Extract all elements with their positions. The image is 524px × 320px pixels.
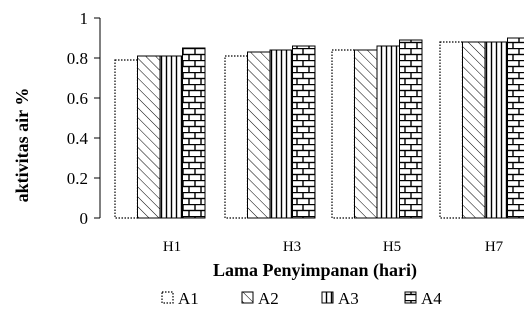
legend-swatch-a1	[161, 291, 174, 304]
x-tick-label: H7	[485, 239, 504, 255]
y-axis-ticks: 0 0.2 0.4 0.6 0.8 1	[67, 9, 100, 228]
bar-a1-h7	[439, 41, 464, 219]
y-tick-label: 0.8	[67, 49, 88, 68]
legend: A1 A2 A3 A4	[161, 289, 442, 308]
legend-label-a2: A2	[258, 289, 279, 308]
legend-swatch-a2	[241, 291, 254, 304]
legend-label-a3: A3	[338, 289, 359, 308]
x-tick-label: H5	[383, 239, 401, 255]
bar-a4-h5	[399, 39, 423, 219]
legend-swatch-a4	[404, 291, 417, 304]
y-tick-label: 1	[80, 9, 89, 28]
legend-label-a1: A1	[178, 289, 199, 308]
legend-swatch-a3	[321, 291, 334, 304]
bar-a3-h3	[269, 49, 293, 219]
bar-a2-h7	[462, 41, 486, 219]
bar-a3-h5	[376, 45, 400, 219]
bar-a3-h7	[484, 41, 508, 219]
bar-a1-h3	[224, 55, 249, 219]
legend-label-a4: A4	[421, 289, 442, 308]
y-tick-label: 0.6	[67, 89, 88, 108]
bar-a2-h3	[247, 51, 271, 219]
y-tick-label: 0.4	[67, 129, 89, 148]
bars-group	[114, 37, 524, 219]
y-axis-title: aktivitas air %	[12, 88, 32, 203]
bar-a1-h5	[331, 49, 356, 219]
bar-a3-h1	[159, 55, 183, 219]
bar-a4-h3	[292, 45, 316, 219]
x-axis-title: Lama Penyimpanan (hari)	[213, 260, 417, 281]
bar-a4-h1	[182, 47, 206, 219]
category-labels: H1 H3 H5 H7	[163, 239, 504, 255]
bar-a2-h1	[137, 55, 161, 219]
y-tick-label: 0	[80, 209, 89, 228]
x-tick-label: H1	[163, 239, 181, 255]
bar-a4-h7	[507, 37, 524, 219]
x-tick-label: H3	[283, 239, 301, 255]
y-tick-label: 0.2	[67, 169, 88, 188]
bar-a1-h1	[114, 59, 139, 219]
bar-a2-h5	[354, 49, 378, 219]
